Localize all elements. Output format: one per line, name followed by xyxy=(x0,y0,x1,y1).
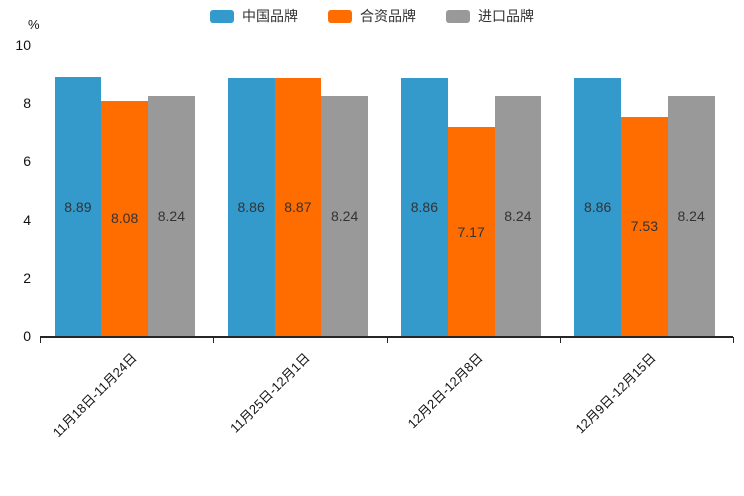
bar-合资品牌-2[interactable]: 7.17 xyxy=(447,127,495,336)
x-axis-category-label: 11月25日-12月1日 xyxy=(227,350,313,436)
legend-item-0[interactable]: 中国品牌 xyxy=(210,8,298,24)
y-axis-tick-label: 4 xyxy=(23,211,31,228)
x-axis-tick xyxy=(386,337,388,343)
legend-item-2[interactable]: 进口品牌 xyxy=(446,8,534,24)
bar-进口品牌-3[interactable]: 8.24 xyxy=(667,96,715,336)
bar-合资品牌-0[interactable]: 8.08 xyxy=(101,100,148,336)
y-axis-tick-label: 0 xyxy=(23,328,31,344)
bar-中国品牌-0[interactable]: 8.89 xyxy=(54,77,102,336)
y-axis-unit-label: % xyxy=(28,17,40,32)
x-axis-category-label: 11月18日-11月24日 xyxy=(49,350,140,441)
bar-进口品牌-2[interactable]: 8.24 xyxy=(494,96,542,336)
y-axis-tick-label: 8 xyxy=(23,95,31,112)
x-axis-category-label: 12月9日-12月15日 xyxy=(572,350,660,437)
bar-value-label: 8.89 xyxy=(64,198,92,215)
x-axis-tick xyxy=(733,337,734,343)
legend-label: 中国品牌 xyxy=(242,8,298,24)
x-axis-category-label: 12月2日-12月8日 xyxy=(404,350,486,432)
bar-中国品牌-3[interactable]: 8.86 xyxy=(574,78,621,336)
bar-value-label: 8.86 xyxy=(237,199,265,216)
bar-value-label: 7.17 xyxy=(457,223,485,240)
bar-value-label: 8.86 xyxy=(410,199,438,216)
y-axis-tick-label: 6 xyxy=(23,153,31,170)
bar-进口品牌-1[interactable]: 8.24 xyxy=(321,96,368,336)
bar-中国品牌-2[interactable]: 8.86 xyxy=(401,78,448,336)
plot-area: 8.89 8.08 8.24 8.86 8.87 8.24 8.86 7.17 8.24 8.86… xyxy=(40,45,733,338)
bar-value-label: 8.24 xyxy=(331,208,359,225)
y-axis-tick-label: 10 xyxy=(15,37,31,53)
bar-合资品牌-3[interactable]: 7.53 xyxy=(621,116,668,336)
legend-swatch-icon xyxy=(328,9,352,23)
x-axis-tick xyxy=(213,337,215,343)
bar-value-label: 8.24 xyxy=(504,208,532,225)
bar-value-label: 8.86 xyxy=(584,199,612,216)
bar-进口品牌-0[interactable]: 8.24 xyxy=(148,96,195,336)
legend-item-1[interactable]: 合资品牌 xyxy=(328,8,416,24)
legend-swatch-icon xyxy=(210,9,234,23)
bar-value-label: 8.87 xyxy=(284,198,312,215)
bar-value-label: 8.24 xyxy=(677,208,705,225)
legend-swatch-icon xyxy=(446,9,470,23)
bar-value-label: 7.53 xyxy=(630,218,658,235)
bar-value-label: 8.08 xyxy=(111,210,139,227)
x-axis-tick xyxy=(559,337,561,343)
bar-value-label: 8.24 xyxy=(157,208,185,225)
y-axis-tick-label: 2 xyxy=(23,269,31,286)
bar-合资品牌-1[interactable]: 8.87 xyxy=(274,77,322,336)
legend-label: 进口品牌 xyxy=(478,8,534,24)
legend: 中国品牌 合资品牌 进口品牌 xyxy=(0,8,744,24)
x-axis-tick xyxy=(40,337,41,343)
bar-中国品牌-1[interactable]: 8.86 xyxy=(227,78,275,336)
legend-label: 合资品牌 xyxy=(360,8,416,24)
